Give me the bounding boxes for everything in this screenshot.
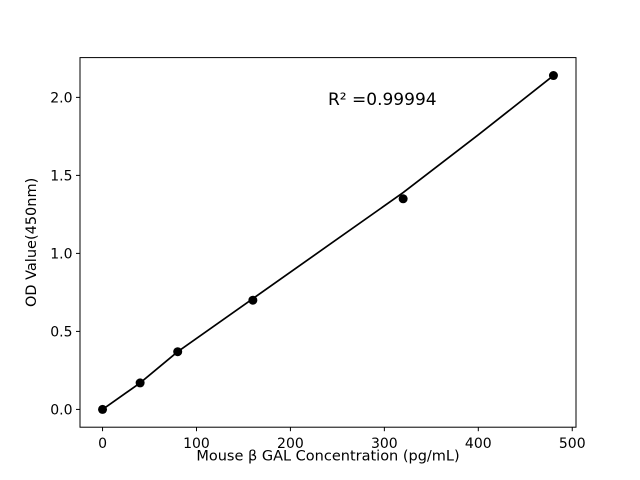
x-axis-label: Mouse β GAL Concentration (pg/mL) xyxy=(196,449,459,465)
data-point xyxy=(135,378,145,388)
axes-box xyxy=(79,57,577,428)
y-axis-label: OD Value(450nm) xyxy=(24,178,40,307)
x-tick-label: 500 xyxy=(559,436,586,452)
y-tick-label: 1.5 xyxy=(50,168,72,184)
x-tick-label: 300 xyxy=(371,436,398,452)
data-point xyxy=(398,194,408,204)
x-tick-label: 400 xyxy=(465,436,492,452)
y-tick-label: 1.0 xyxy=(50,246,72,262)
y-tick-label: 2.0 xyxy=(50,90,72,106)
fit-line xyxy=(101,74,555,411)
y-tick-label: 0.5 xyxy=(50,324,72,340)
x-tick-label: 200 xyxy=(277,436,304,452)
data-point xyxy=(248,295,258,305)
x-tick-label: 0 xyxy=(98,436,107,452)
y-tick-label: 0.0 xyxy=(50,402,72,418)
data-point xyxy=(548,71,558,81)
data-point xyxy=(98,404,108,414)
x-tick-label: 100 xyxy=(183,436,210,452)
data-point xyxy=(173,347,183,357)
r-squared-annotation: R² =0.99994 xyxy=(328,90,437,110)
